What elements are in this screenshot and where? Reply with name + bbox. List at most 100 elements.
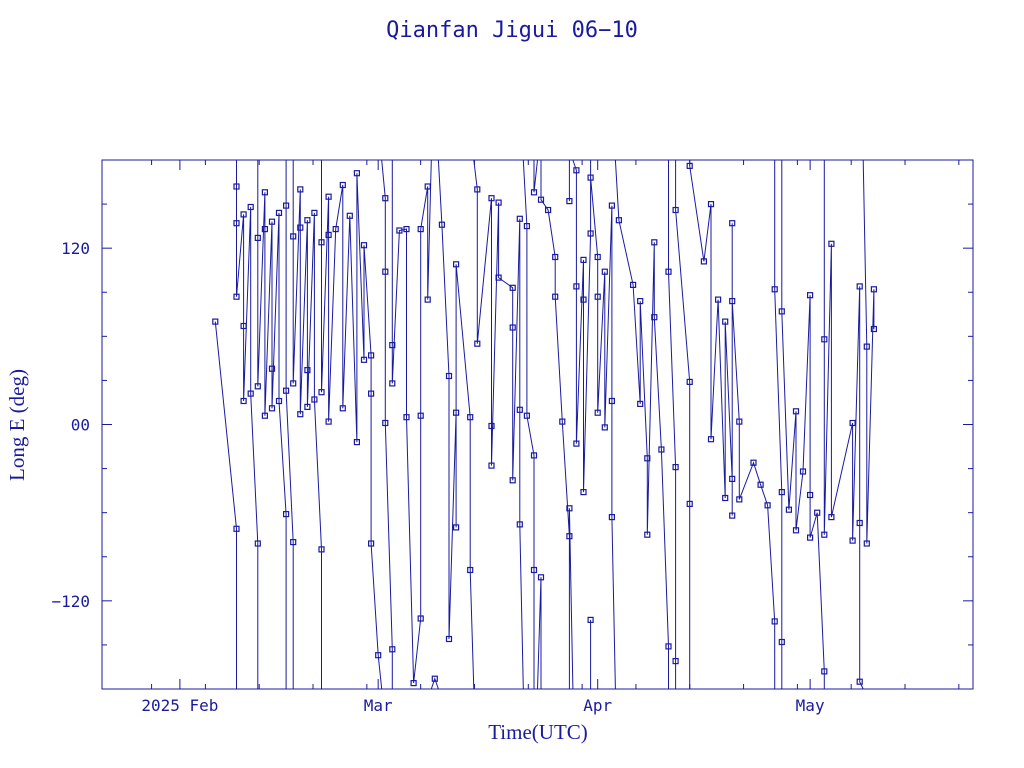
data-point: [516, 215, 523, 222]
data-point: [254, 383, 261, 390]
data-point: [445, 372, 453, 380]
data-point: [325, 418, 332, 425]
data-point: [445, 635, 453, 643]
data-point: [268, 405, 276, 412]
data-point: [849, 419, 856, 427]
x-tick-label: Apr: [583, 696, 612, 715]
data-point: [509, 477, 516, 484]
data-point: [311, 396, 318, 403]
data-point: [537, 574, 545, 581]
data-point: [821, 336, 828, 343]
data-point: [332, 226, 339, 233]
data-point: [601, 268, 608, 275]
data-point: [283, 387, 290, 394]
data-point: [339, 405, 346, 412]
data-point: [509, 284, 516, 291]
data-point: [778, 489, 785, 496]
data-point: [509, 324, 516, 331]
data-point: [424, 183, 431, 190]
data-point: [297, 186, 304, 193]
data-point: [778, 638, 785, 646]
data-point: [580, 489, 587, 496]
x-tick-label: 2025 Feb: [141, 696, 218, 715]
data-point: [318, 239, 325, 246]
data-point: [304, 403, 311, 410]
data-point: [821, 668, 828, 675]
data-point: [318, 389, 325, 396]
y-tick-label: 120: [61, 239, 90, 258]
data-point: [474, 186, 481, 193]
data-point: [488, 195, 495, 202]
series-line: [214, 159, 875, 690]
data-point: [254, 540, 261, 547]
data-point: [261, 412, 268, 419]
data-point: [686, 378, 693, 385]
data-point: [587, 174, 594, 181]
data-point: [396, 227, 403, 234]
data-point: [870, 286, 878, 293]
data-point: [722, 318, 729, 325]
data-point: [806, 491, 814, 499]
data-point: [247, 203, 254, 211]
data-point: [736, 418, 743, 425]
data-point: [417, 615, 424, 622]
data-point: [792, 408, 800, 415]
data-point: [438, 221, 445, 228]
data-point: [750, 459, 757, 466]
data-point: [453, 261, 460, 268]
data-point: [368, 390, 375, 397]
data-point: [268, 218, 276, 225]
data-point: [467, 566, 474, 574]
data-point: [729, 298, 736, 305]
x-tick-label: May: [796, 696, 825, 715]
data-point: [566, 533, 573, 540]
data-point: [233, 293, 240, 300]
data-point: [573, 283, 580, 290]
data-point: [268, 365, 276, 372]
data-point: [290, 538, 297, 546]
data-point: [212, 318, 219, 325]
data-point: [552, 253, 559, 261]
data-point: [608, 202, 616, 209]
data-point: [849, 537, 856, 544]
data-point: [530, 452, 538, 459]
data-point: [566, 505, 573, 512]
data-point: [318, 546, 325, 553]
data-point: [594, 409, 601, 416]
data-point: [417, 226, 424, 233]
data-point: [261, 226, 268, 233]
data-point: [651, 314, 658, 321]
data-point: [792, 527, 800, 534]
data-point: [254, 234, 261, 241]
data-point: [233, 525, 240, 532]
data-point: [771, 618, 778, 625]
data-point: [637, 400, 644, 407]
data-point: [729, 475, 736, 482]
data-point: [431, 675, 438, 682]
data-point: [233, 183, 240, 190]
data-point: [495, 199, 502, 206]
data-point: [637, 298, 644, 305]
data-point: [587, 616, 594, 624]
data-point: [672, 464, 679, 471]
data-point: [580, 296, 587, 303]
data-point: [856, 519, 863, 527]
data-point: [672, 206, 679, 214]
data-point: [389, 342, 396, 349]
data-point: [580, 256, 587, 263]
data-point: [283, 511, 290, 518]
data-point: [736, 496, 743, 503]
data-point: [608, 513, 616, 521]
data-point: [523, 223, 531, 230]
chart-title: Qianfan Jigui 06−10: [386, 18, 638, 43]
data-point: [573, 440, 580, 447]
data-point: [651, 239, 658, 246]
data-point: [665, 643, 672, 650]
data-point: [559, 418, 566, 425]
data-point: [290, 380, 297, 387]
data-point: [290, 233, 297, 240]
data-point: [707, 436, 715, 443]
data-point: [573, 167, 580, 174]
data-point: [821, 531, 828, 538]
